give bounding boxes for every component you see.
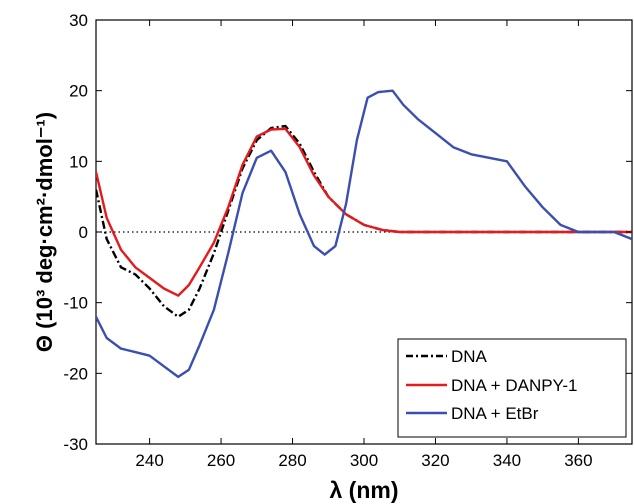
x-tick-label: 360 (564, 451, 592, 470)
y-tick-label: -30 (63, 435, 88, 454)
legend-label-dna-etbr: DNA + EtBr (451, 404, 539, 423)
x-tick-label: 340 (493, 451, 521, 470)
y-tick-label: 0 (79, 223, 88, 242)
x-tick-label: 320 (421, 451, 449, 470)
legend-label-dna: DNA (451, 347, 488, 366)
series-line-0 (96, 124, 632, 318)
y-tick-label: -20 (63, 364, 88, 383)
x-tick-label: 280 (278, 451, 306, 470)
y-tick-label: -10 (63, 294, 88, 313)
x-tick-label: 240 (135, 451, 163, 470)
legend: DNA DNA + DANPY-1 DNA + EtBr (397, 338, 627, 438)
legend-label-dna-danpy: DNA + DANPY-1 (451, 376, 577, 395)
x-axis-title: λ (nm) (330, 477, 399, 503)
series-layer (96, 89, 632, 379)
axis-ticks: 240 260 280 300 320 340 360 -30 -20 -10 0 10 20 30 (63, 11, 632, 470)
x-tick-label: 260 (207, 451, 235, 470)
x-tick-label: 300 (350, 451, 378, 470)
y-tick-label: 30 (69, 11, 88, 30)
y-axis-title: Θ (10³ deg·cm²·dmol⁻¹) (32, 112, 57, 352)
y-tick-label: 20 (69, 82, 88, 101)
series-line-2 (96, 89, 632, 379)
series-line-1 (96, 127, 632, 297)
y-tick-label: 10 (69, 152, 88, 171)
